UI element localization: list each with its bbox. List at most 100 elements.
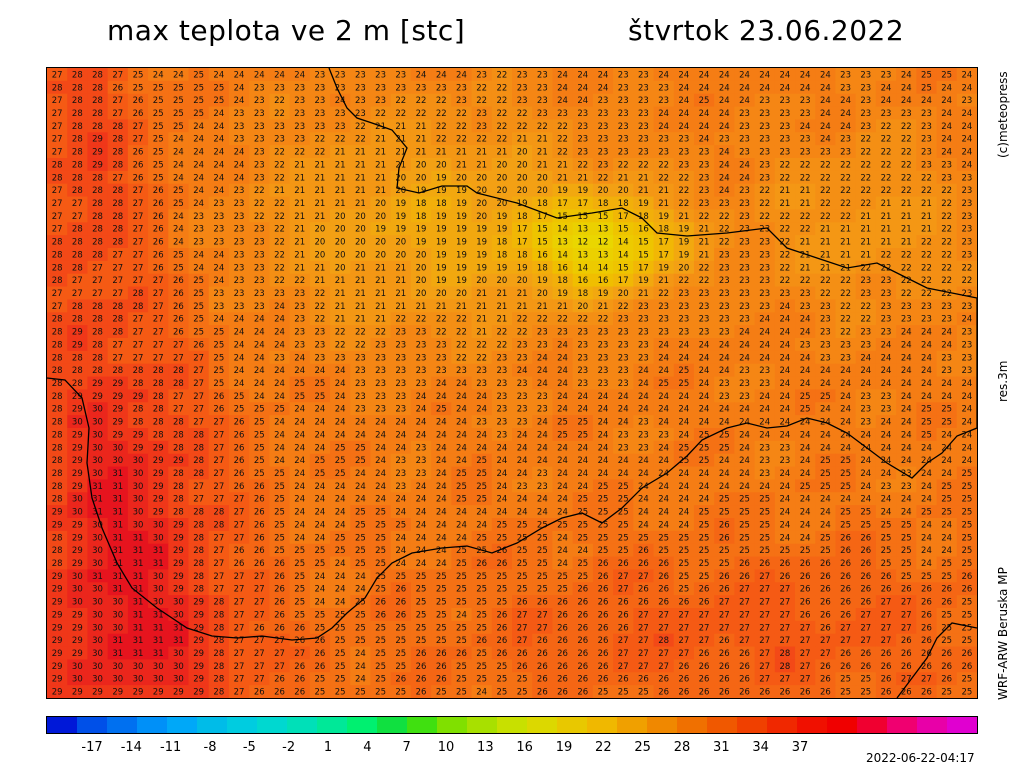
field-cell <box>956 119 977 133</box>
grid-value: 25 <box>537 585 548 595</box>
field-cell <box>673 183 695 198</box>
grid-value: 26 <box>173 276 184 286</box>
grid-value: 27 <box>153 353 164 363</box>
grid-value: 20 <box>618 289 629 299</box>
grid-value: 23 <box>416 469 427 479</box>
grid-value: 27 <box>800 649 811 659</box>
field-cell <box>390 183 412 198</box>
field-cell <box>228 260 250 275</box>
grid-value: 24 <box>658 456 669 466</box>
grid-value: 24 <box>517 495 528 505</box>
grid-value: 24 <box>820 70 831 80</box>
field-cell <box>148 260 169 275</box>
grid-value: 27 <box>133 199 144 209</box>
colorbar-tick-label: 19 <box>555 740 573 755</box>
grid-value: 26 <box>274 675 285 685</box>
grid-value: 24 <box>840 495 851 505</box>
field-cell <box>896 68 917 82</box>
colorbar-segment <box>167 717 197 733</box>
grid-value: 25 <box>961 636 972 646</box>
grid-value: 24 <box>961 70 972 80</box>
field-cell <box>572 132 594 146</box>
grid-value: 26 <box>395 610 406 620</box>
grid-value: 27 <box>517 610 528 620</box>
grid-value: 23 <box>921 302 932 312</box>
field-cell <box>309 209 331 223</box>
grid-value: 24 <box>577 70 588 80</box>
grid-value: 26 <box>577 623 588 633</box>
grid-value: 22 <box>860 186 871 196</box>
field-cell <box>330 299 351 313</box>
grid-value: 24 <box>961 109 972 119</box>
grid-value: 28 <box>72 148 83 158</box>
grid-value: 24 <box>699 366 710 376</box>
field-cell <box>168 312 190 326</box>
grid-value: 27 <box>780 610 791 620</box>
grid-value: 25 <box>335 469 346 479</box>
grid-value: 23 <box>618 353 629 363</box>
field-cell <box>87 312 109 326</box>
grid-value: 27 <box>213 482 224 492</box>
grid-value: 21 <box>395 289 406 299</box>
grid-value: 23 <box>699 289 710 299</box>
field-cell <box>228 286 250 301</box>
field-cell <box>774 145 796 159</box>
field-cell <box>289 93 311 108</box>
grid-value: 26 <box>598 675 609 685</box>
grid-value: 25 <box>173 109 184 119</box>
grid-value: 23 <box>598 96 609 106</box>
grid-value: 23 <box>840 148 851 158</box>
grid-value: 25 <box>557 585 568 595</box>
grid-value: 24 <box>355 572 366 582</box>
grid-value: 22 <box>274 109 285 119</box>
field-cell <box>592 260 614 275</box>
grid-value: 26 <box>517 598 528 608</box>
grid-value: 22 <box>254 212 265 222</box>
grid-value: 18 <box>598 199 609 209</box>
field-cell <box>168 248 190 262</box>
grid-value: 23 <box>315 353 326 363</box>
grid-value: 28 <box>112 238 123 248</box>
field-cell <box>896 260 917 275</box>
grid-value: 16 <box>598 276 609 286</box>
grid-value: 24 <box>557 443 568 453</box>
grid-value: 26 <box>557 649 568 659</box>
grid-value: 26 <box>496 636 507 646</box>
grid-value: 28 <box>72 238 83 248</box>
field-cell <box>795 68 816 82</box>
field-cell <box>431 248 452 262</box>
grid-value: 22 <box>820 160 831 170</box>
grid-value: 24 <box>860 366 871 376</box>
grid-value: 23 <box>234 250 245 260</box>
grid-value: 28 <box>92 83 103 93</box>
grid-value: 25 <box>759 520 770 530</box>
grid-value: 25 <box>254 430 265 440</box>
grid-value: 25 <box>800 392 811 402</box>
grid-value: 25 <box>800 482 811 492</box>
grid-value: 25 <box>820 482 831 492</box>
field-cell <box>390 248 412 262</box>
field-cell <box>330 106 351 121</box>
grid-value: 22 <box>699 276 710 286</box>
field-cell <box>815 93 837 108</box>
grid-value: 21 <box>860 212 871 222</box>
grid-value: 28 <box>213 520 224 530</box>
grid-value: 24 <box>213 250 224 260</box>
grid-value: 24 <box>315 533 326 543</box>
grid-value: 26 <box>941 662 952 672</box>
grid-value: 24 <box>921 96 932 106</box>
grid-value: 27 <box>860 636 871 646</box>
grid-value: 28 <box>52 340 63 350</box>
grid-value: 28 <box>52 405 63 415</box>
grid-value: 28 <box>52 443 63 453</box>
grid-value: 23 <box>820 328 831 338</box>
grid-value: 23 <box>759 379 770 389</box>
grid-value: 22 <box>941 186 952 196</box>
grid-value: 28 <box>92 238 103 248</box>
grid-value: 29 <box>173 572 184 582</box>
grid-value: 23 <box>375 353 386 363</box>
grid-value: 23 <box>254 173 265 183</box>
grid-value: 23 <box>456 96 467 106</box>
grid-value: 23 <box>699 148 710 158</box>
grid-value: 23 <box>961 289 972 299</box>
